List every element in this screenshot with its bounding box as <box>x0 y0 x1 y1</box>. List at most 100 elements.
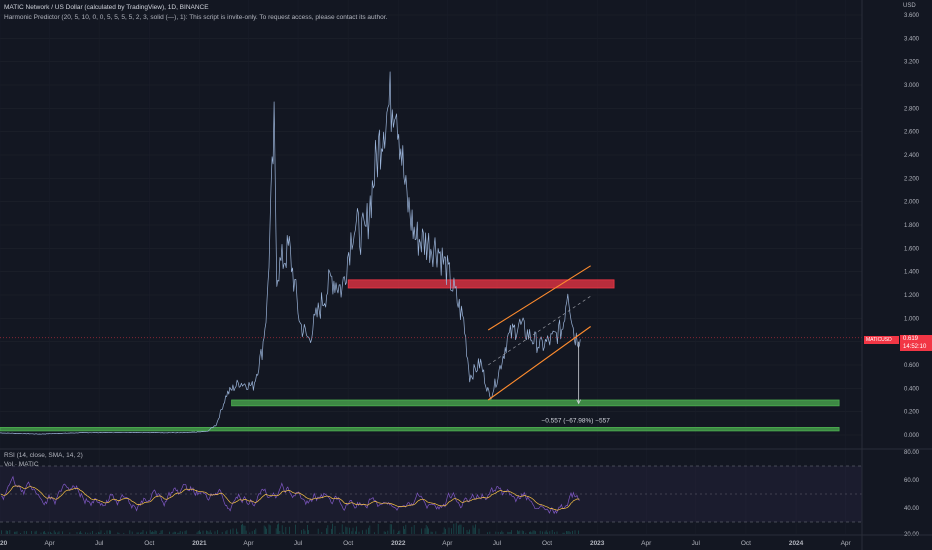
volume-bar <box>241 524 242 534</box>
time-tick-label: Apr <box>641 540 652 547</box>
volume-bar <box>455 523 457 534</box>
volume-bar <box>352 527 354 534</box>
volume-bar <box>369 525 371 534</box>
volume-bar <box>118 532 120 534</box>
volume-bar <box>175 531 176 534</box>
volume-bar <box>460 524 462 534</box>
price-tick-label: 2.000 <box>904 200 920 206</box>
volume-bar <box>155 530 157 534</box>
symbol-badge: MATICUSD <box>864 336 899 344</box>
volume-bar <box>23 531 25 534</box>
rsi-pane <box>0 448 932 534</box>
volume-bar <box>182 531 183 534</box>
volume-bar <box>151 532 152 534</box>
volume-bar <box>549 531 551 534</box>
volume-bar <box>365 529 367 534</box>
volume-bar <box>399 530 401 534</box>
support-zone <box>231 399 840 407</box>
volume-bar <box>317 528 319 534</box>
volume-bar <box>283 532 284 534</box>
volume-bar <box>142 530 144 534</box>
volume-bar <box>236 528 237 534</box>
volume-bar <box>232 528 234 534</box>
volume-bar <box>184 531 186 534</box>
volume-bar <box>149 530 151 534</box>
volume-bar <box>346 527 348 534</box>
volume-bar <box>15 531 17 534</box>
time-tick-label: Oct <box>542 540 552 547</box>
volume-bar <box>57 532 59 534</box>
volume-bar <box>80 531 81 534</box>
volume-bar <box>525 532 527 534</box>
volume-bar <box>475 524 476 534</box>
chart-legend: MATIC Network / US Dollar (calculated by… <box>4 3 387 23</box>
volume-bar <box>202 530 204 534</box>
volume-bar <box>117 532 119 534</box>
time-tick-label: Apr <box>243 540 254 547</box>
volume-bar <box>131 531 133 534</box>
legend-title: MATIC Network / US Dollar (calculated by… <box>4 4 209 11</box>
volume-bar <box>385 531 386 534</box>
measure-arrowhead <box>576 399 582 405</box>
volume-bar <box>572 530 573 534</box>
rsi-tick-label: 60.00 <box>904 478 920 484</box>
volume-bar <box>251 531 253 534</box>
volume-bar <box>489 531 491 534</box>
volume-bar <box>34 531 36 534</box>
volume-bar <box>542 531 543 534</box>
time-tick-label: Jul <box>294 540 303 547</box>
volume-bar <box>177 532 179 534</box>
volume-bar <box>79 532 80 534</box>
volume-bar <box>45 532 47 534</box>
volume-bar <box>99 532 101 534</box>
volume-bar <box>529 531 530 534</box>
volume-bar <box>161 530 163 534</box>
price-tick-label: 3.200 <box>904 60 920 66</box>
volume-bar <box>547 532 548 534</box>
volume-bar <box>393 529 395 534</box>
volume-bar <box>383 531 385 534</box>
volume-bar <box>208 532 210 534</box>
time-tick-label: 2022 <box>391 540 406 547</box>
volume-bar <box>230 529 231 534</box>
volume-bar <box>304 530 306 534</box>
time-tick-label: Jul <box>95 540 104 547</box>
rsi-ma-line <box>0 485 580 511</box>
volume-bar <box>35 530 37 534</box>
volume-bar <box>26 531 27 534</box>
volume-bar <box>268 524 270 534</box>
volume-bar <box>518 531 519 534</box>
volume-bar <box>478 528 480 534</box>
volume-bar <box>427 526 428 534</box>
volume-bar <box>403 526 404 534</box>
volume-bar <box>76 532 78 534</box>
volume-bar <box>160 530 162 534</box>
volume-bar <box>110 530 111 534</box>
volume-bar <box>508 532 510 534</box>
volume-bar <box>387 530 389 534</box>
price-tick-label: 0.000 <box>904 433 920 439</box>
volume-bar <box>495 531 497 534</box>
volume-bar <box>69 532 71 534</box>
volume-bar <box>109 530 110 534</box>
volume-bar <box>275 528 277 534</box>
volume-bar <box>178 532 180 534</box>
volume-bar <box>509 531 511 534</box>
volume-bar <box>424 528 426 534</box>
volume-bar <box>7 530 8 534</box>
volume-bar <box>517 530 518 534</box>
price-tick-label: 1.400 <box>904 270 920 276</box>
volume-bar <box>221 532 223 534</box>
price-tick-label: 0.600 <box>904 363 920 369</box>
volume-bar <box>321 532 323 534</box>
time-tick-label: 2024 <box>789 540 804 547</box>
currency-label: USD <box>903 3 916 9</box>
volume-bar <box>391 524 392 534</box>
volume-bar <box>466 530 468 534</box>
volume-bar <box>16 531 18 534</box>
volume-bar <box>141 532 143 534</box>
volume-bar <box>20 532 21 534</box>
volume-bar <box>521 530 523 534</box>
volume-bar <box>443 527 445 534</box>
